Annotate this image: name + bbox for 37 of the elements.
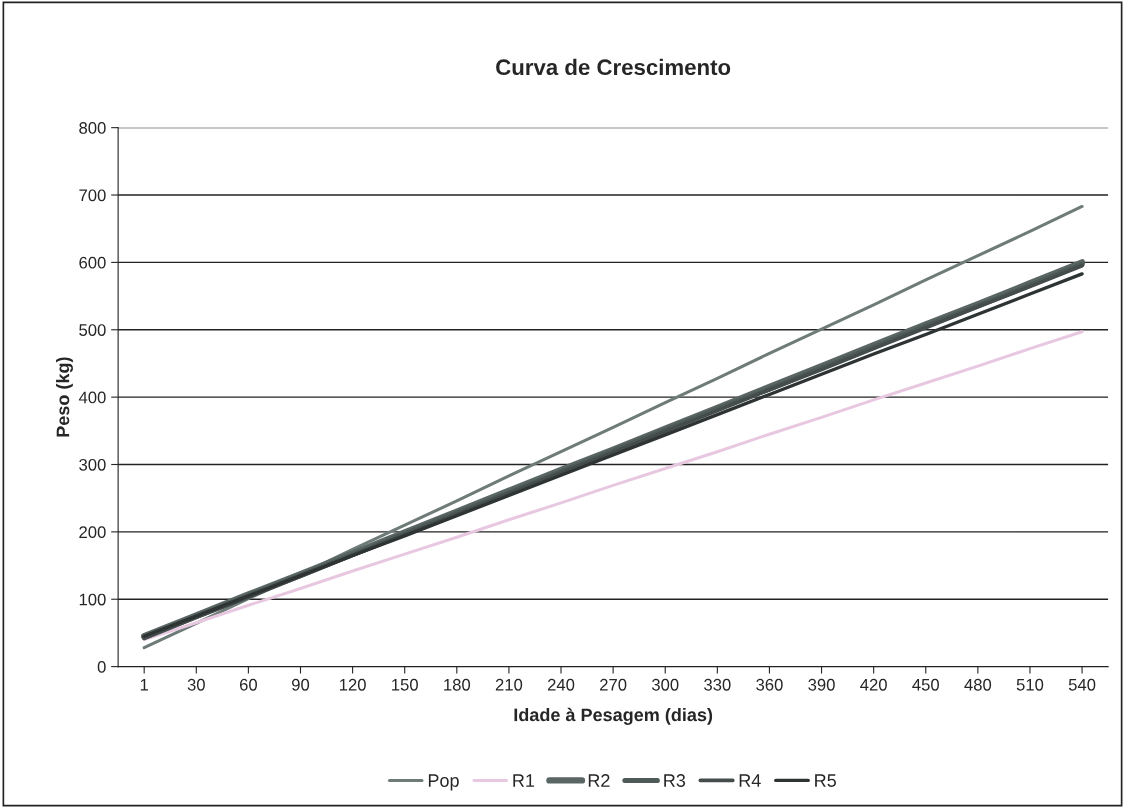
legend-label: R3	[664, 774, 686, 787]
y-tick-label: 200	[79, 526, 106, 539]
chart-title: Curva de Crescimento	[496, 58, 731, 76]
x-tick-label: 180	[444, 678, 471, 691]
legend-label: Pop	[428, 774, 459, 791]
y-tick-label: 500	[79, 324, 106, 336]
x-tick-label: 90	[292, 678, 310, 691]
y-tick-label: 600	[79, 256, 106, 269]
y-tick-label: 700	[79, 189, 106, 202]
legend-label: R5	[815, 774, 836, 787]
y-tick-label: 800	[79, 122, 106, 134]
y-tick-label: 100	[79, 593, 106, 606]
legend-label: R2	[588, 774, 610, 787]
x-tick-label: 360	[756, 678, 783, 691]
x-tick-label: 120	[339, 678, 366, 691]
x-tick-label: 60	[239, 678, 258, 691]
x-tick-label: 510	[1016, 678, 1044, 691]
x-tick-label: 1	[140, 679, 148, 691]
x-axis-title: Idade à Pesagem (dias)	[514, 707, 713, 725]
x-tick-label: 330	[704, 678, 731, 691]
x-tick-label: 540	[1068, 678, 1096, 691]
x-tick-label: 270	[600, 678, 627, 691]
x-tick-label: 450	[912, 678, 940, 691]
y-tick-label: 300	[79, 458, 106, 471]
x-tick-label: 210	[495, 678, 523, 691]
x-tick-label: 390	[808, 678, 835, 691]
y-tick-label: 0	[97, 661, 106, 673]
x-tick-label: 300	[651, 678, 679, 691]
x-tick-label: 420	[860, 678, 887, 691]
y-axis-title: Peso (kg)	[56, 357, 73, 437]
y-tick-label: 400	[78, 391, 106, 404]
x-tick-label: 150	[392, 678, 418, 691]
x-tick-label: 240	[547, 678, 575, 691]
legend-label: R4	[739, 774, 761, 787]
x-tick-label: 30	[187, 678, 205, 691]
x-tick-label: 480	[964, 678, 992, 691]
legend-label: R1	[513, 774, 535, 787]
